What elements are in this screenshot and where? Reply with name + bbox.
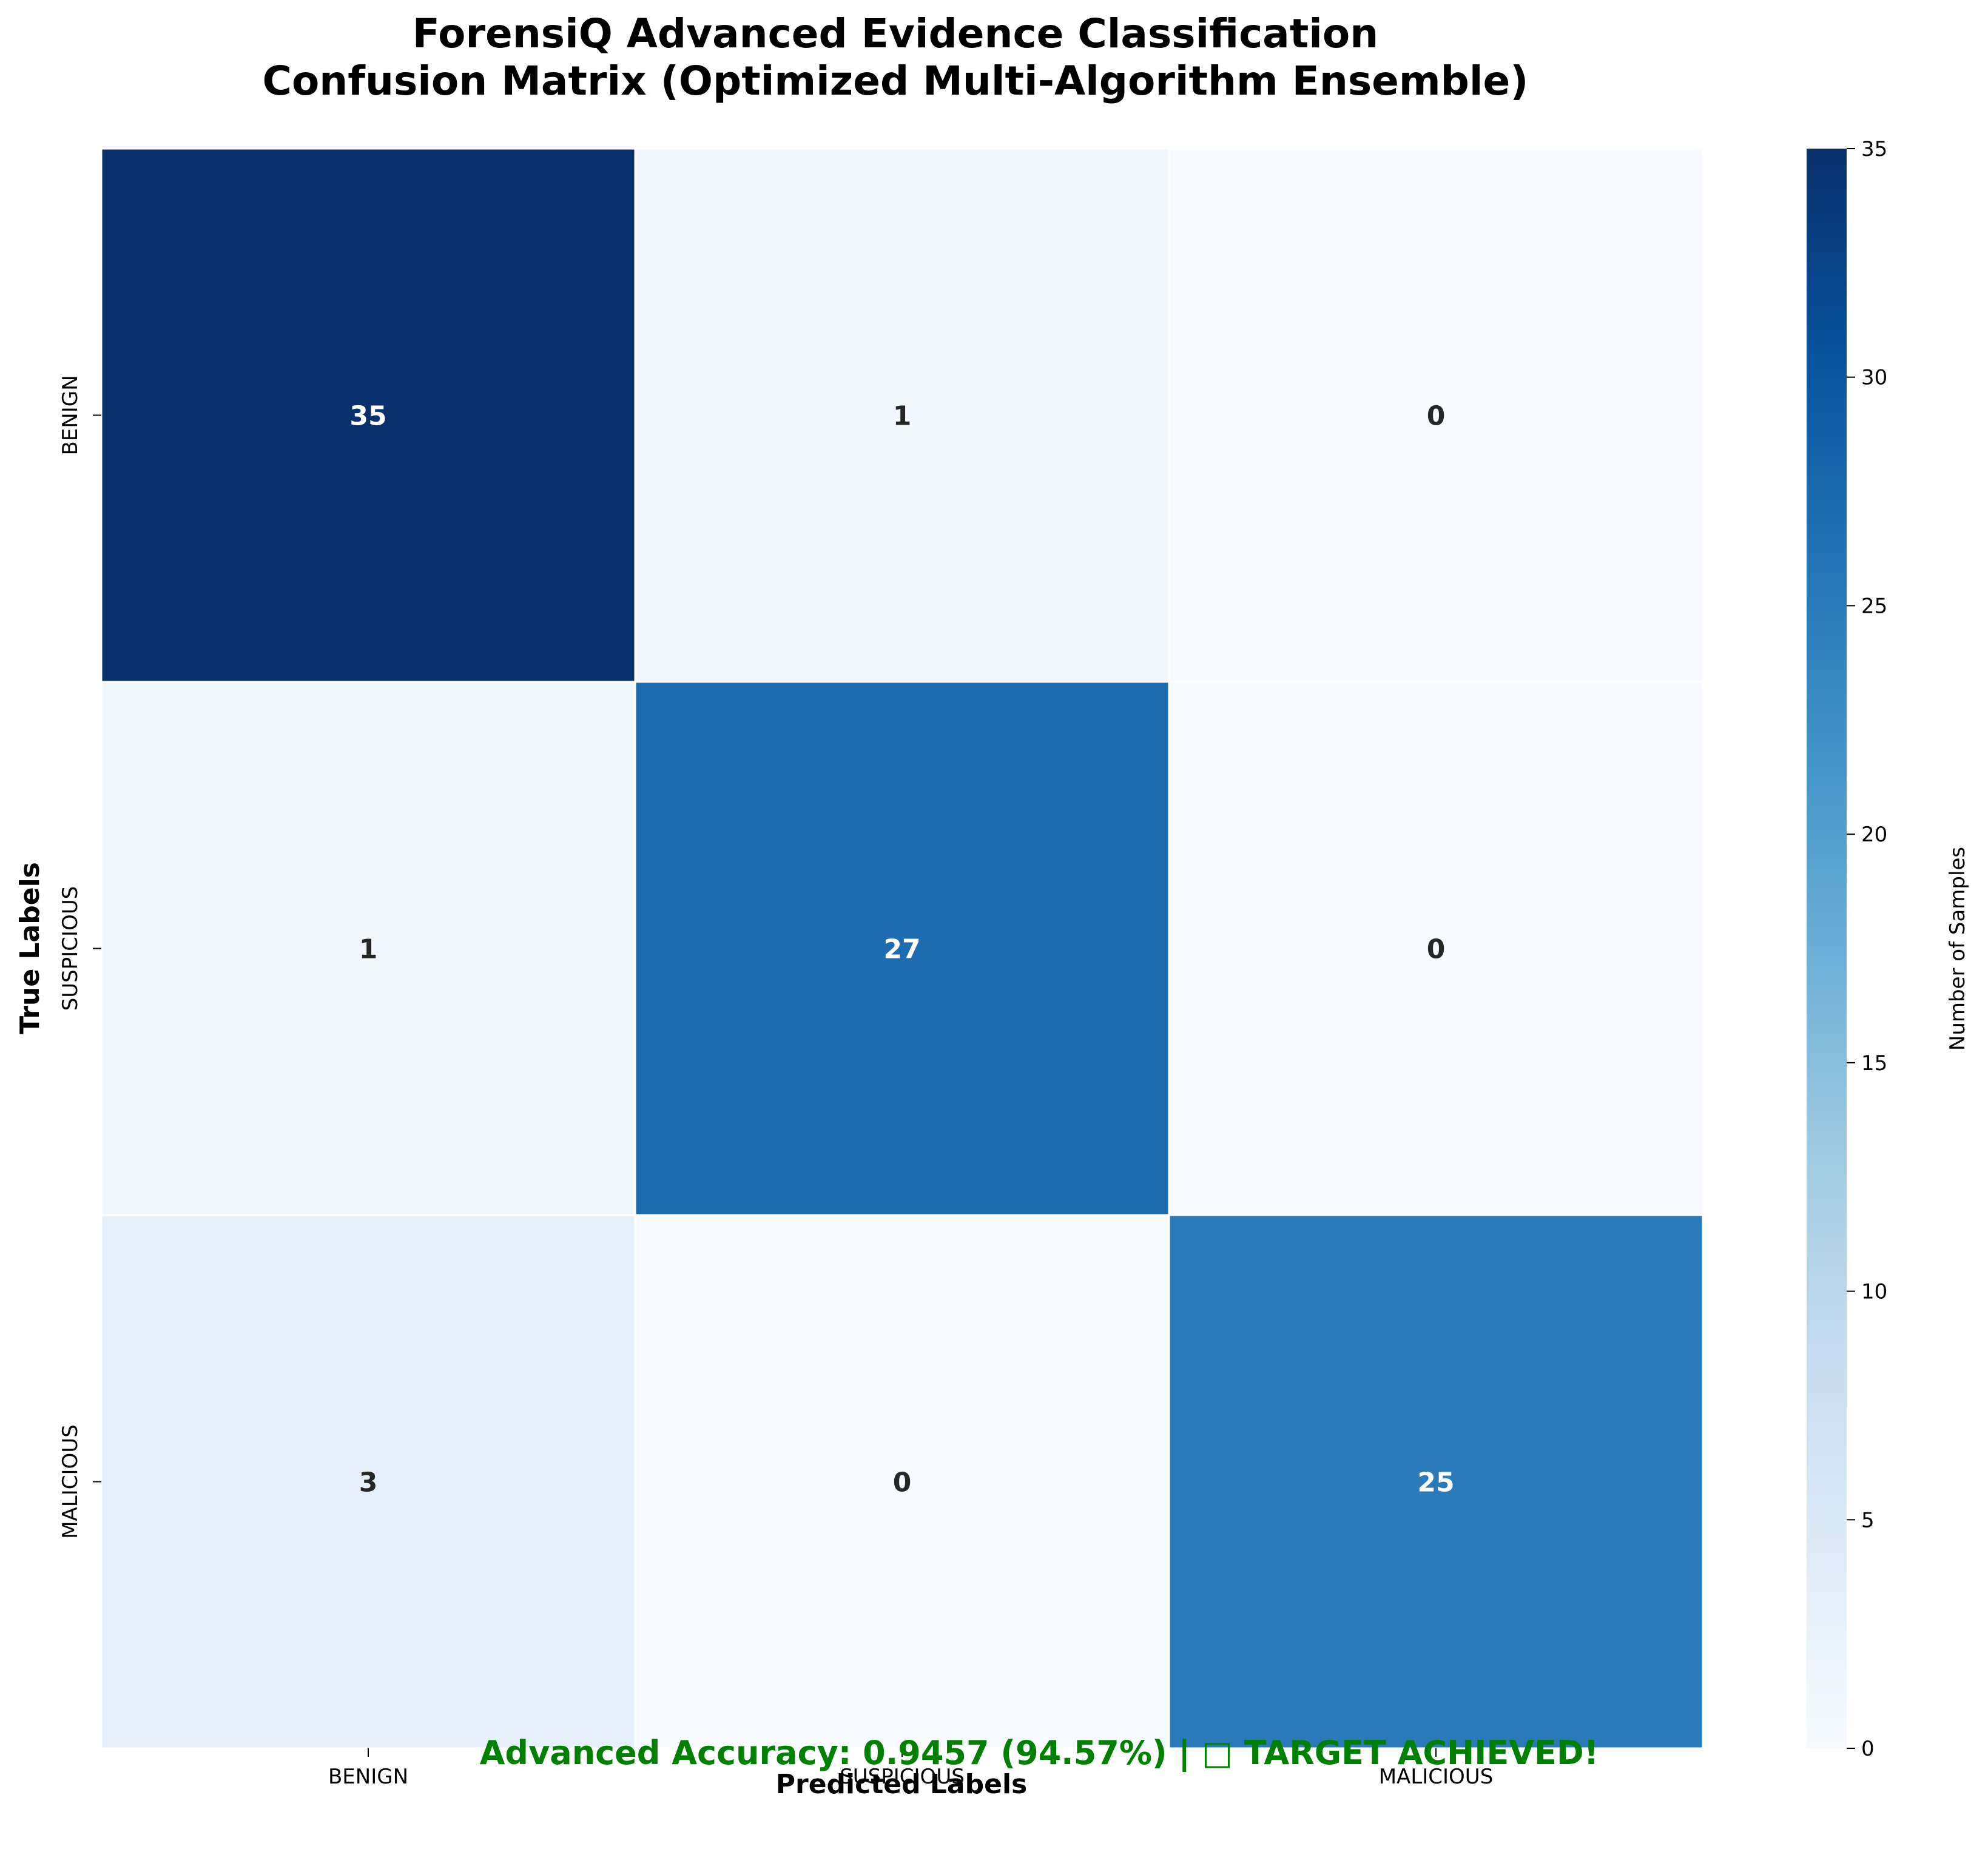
- heatmap-cell-labels: 35 1 0 1 27 0 3 0 25: [349, 401, 1454, 1498]
- colorbar-label: Number of Samples: [1946, 847, 1970, 1051]
- heatmap-cells: [100, 147, 1704, 1750]
- cell-value-label: 27: [883, 934, 920, 965]
- heatmap-cell: [1168, 147, 1704, 683]
- y-tick-label: SUSPICIOUS: [58, 886, 83, 1011]
- colorbar-tick-label: 35: [1861, 137, 1887, 161]
- accuracy-annotation: Advanced Accuracy: 0.9457 (94.57%) | □ T…: [480, 1734, 1599, 1772]
- chart-title-line-1: ForensiQ Advanced Evidence Classificatio…: [413, 10, 1378, 57]
- x-axis-label: Predicted Labels: [776, 1769, 1027, 1800]
- cell-value-label: 35: [349, 401, 386, 432]
- x-tick-label: MALICIOUS: [1379, 1765, 1494, 1789]
- x-tick-label: BENIGN: [328, 1765, 408, 1789]
- cell-value-label: 1: [359, 934, 378, 965]
- cell-value-label: 25: [1417, 1467, 1454, 1498]
- chart-title-line-2: Confusion Matrix (Optimized Multi-Algori…: [263, 58, 1529, 104]
- colorbar-tick-label: 25: [1861, 594, 1887, 618]
- cell-value-label: 0: [1427, 401, 1446, 432]
- heatmap-cell: [100, 147, 636, 683]
- colorbar-tick-label: 5: [1861, 1508, 1875, 1532]
- x-tick-label: SUSPICIOUS: [840, 1765, 965, 1789]
- heatmap-cell: [100, 681, 636, 1216]
- colorbar-tick-label: 0: [1861, 1737, 1875, 1761]
- colorbar-tick-label: 20: [1861, 823, 1887, 847]
- heatmap-cell: [634, 681, 1170, 1216]
- cell-value-label: 1: [893, 401, 912, 432]
- y-axis-label: True Labels: [15, 862, 45, 1034]
- y-tick-label: BENIGN: [58, 375, 83, 455]
- heatmap-cell: [634, 147, 1170, 683]
- cell-value-label: 0: [893, 1467, 912, 1498]
- heatmap-cell: [100, 1214, 636, 1750]
- colorbar-ticks: 0 5 10 15 20 25 30 35: [1847, 137, 1887, 1761]
- colorbar-tick-label: 15: [1861, 1051, 1887, 1076]
- colorbar: [1807, 149, 1847, 1748]
- x-axis-ticks: BENIGN SUSPICIOUS MALICIOUS: [328, 1748, 1493, 1789]
- y-tick-label: MALICIOUS: [58, 1424, 83, 1539]
- cell-value-label: 3: [359, 1467, 378, 1498]
- colorbar-tick-label: 30: [1861, 366, 1887, 390]
- cell-value-label: 0: [1427, 934, 1446, 965]
- y-axis-ticks: BENIGN SUSPICIOUS MALICIOUS: [58, 375, 101, 1539]
- heatmap-cell: [634, 1214, 1170, 1750]
- heatmap-cell: [1168, 681, 1704, 1216]
- colorbar-tick-label: 10: [1861, 1280, 1887, 1304]
